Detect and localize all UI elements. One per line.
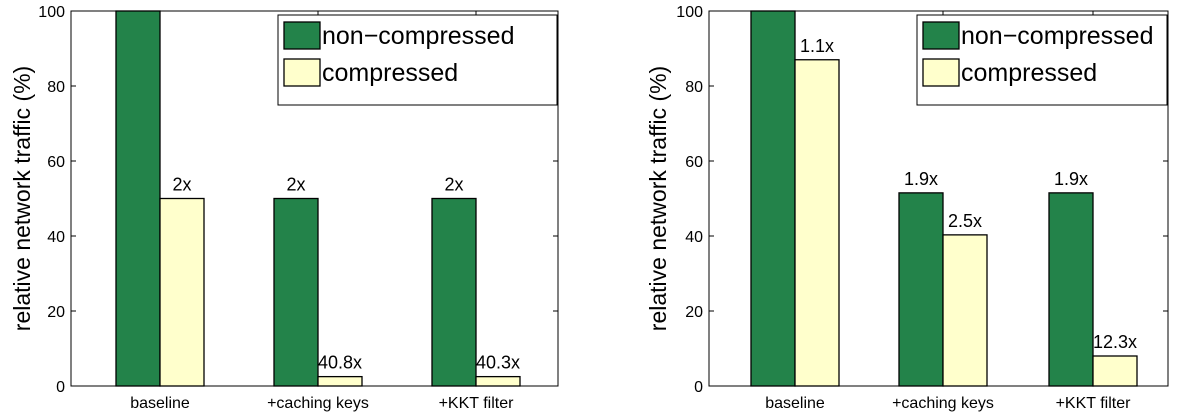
data-label: 1.9x bbox=[904, 169, 938, 189]
legend-swatch bbox=[284, 22, 320, 49]
data-label: 40.8x bbox=[318, 353, 362, 373]
legend-label: non−compressed bbox=[322, 22, 514, 50]
data-label: 2x bbox=[172, 175, 191, 195]
bar-compressed-2 bbox=[318, 377, 362, 386]
x-tick-label: baseline bbox=[130, 395, 190, 412]
y-tick-label: 80 bbox=[47, 79, 65, 96]
bar-compressed-1 bbox=[160, 199, 204, 387]
x-tick-label: baseline bbox=[765, 395, 825, 412]
bar-noncompressed-3 bbox=[432, 199, 476, 387]
bar-noncompressed-2 bbox=[274, 199, 318, 387]
legend-swatch bbox=[923, 59, 959, 86]
bar-noncompressed-2 bbox=[899, 193, 943, 386]
data-label: 40.3x bbox=[476, 353, 520, 373]
legend-swatch bbox=[284, 59, 320, 86]
bar-compressed-3 bbox=[1093, 356, 1137, 386]
legend-label: compressed bbox=[322, 59, 458, 87]
y-tick-label: 0 bbox=[694, 379, 703, 396]
data-label: 12.3x bbox=[1093, 332, 1137, 352]
chart-panel-1: 2x baseline 2x 40.8x +caching keys 2x 40.3x +KK… bbox=[9, 4, 558, 412]
y-tick-label: 80 bbox=[685, 79, 703, 96]
y-axis-label: relative network traffic (%) bbox=[9, 66, 35, 331]
bar-noncompressed-1 bbox=[751, 11, 795, 386]
y-tick-label: 0 bbox=[56, 379, 65, 396]
legend: non−compressed compressed bbox=[278, 15, 557, 105]
data-label: 2x bbox=[286, 175, 305, 195]
chart-panel-2: 1.1x baseline 1.9x 2.5x +caching keys 1.9x 12.… bbox=[645, 4, 1168, 412]
x-tick-label: +caching keys bbox=[267, 395, 369, 412]
data-label: 1.9x bbox=[1054, 169, 1088, 189]
y-axis-label: relative network traffic (%) bbox=[645, 66, 671, 331]
data-label: 2x bbox=[444, 175, 463, 195]
y-tick-label: 20 bbox=[47, 304, 65, 321]
data-label: 2.5x bbox=[948, 211, 982, 231]
y-tick-label: 100 bbox=[38, 4, 65, 21]
bar-compressed-3 bbox=[476, 377, 520, 386]
x-tick-label: +KKT filter bbox=[439, 395, 515, 412]
y-tick-label: 40 bbox=[685, 229, 703, 246]
x-tick-label: +KKT filter bbox=[1056, 395, 1132, 412]
y-tick-label: 60 bbox=[685, 154, 703, 171]
legend: non−compressed compressed bbox=[917, 15, 1167, 105]
data-label: 1.1x bbox=[800, 36, 834, 56]
legend-label: compressed bbox=[961, 59, 1097, 87]
y-tick-label: 40 bbox=[47, 229, 65, 246]
y-tick-label: 100 bbox=[676, 4, 703, 21]
bar-compressed-2 bbox=[943, 235, 987, 386]
y-tick-label: 20 bbox=[685, 304, 703, 321]
legend-swatch bbox=[923, 22, 959, 49]
bar-noncompressed-3 bbox=[1049, 193, 1093, 386]
legend-label: non−compressed bbox=[961, 22, 1153, 50]
bar-compressed-1 bbox=[795, 60, 839, 386]
y-tick-label: 60 bbox=[47, 154, 65, 171]
bar-noncompressed-1 bbox=[116, 11, 160, 386]
x-tick-label: +caching keys bbox=[892, 395, 994, 412]
